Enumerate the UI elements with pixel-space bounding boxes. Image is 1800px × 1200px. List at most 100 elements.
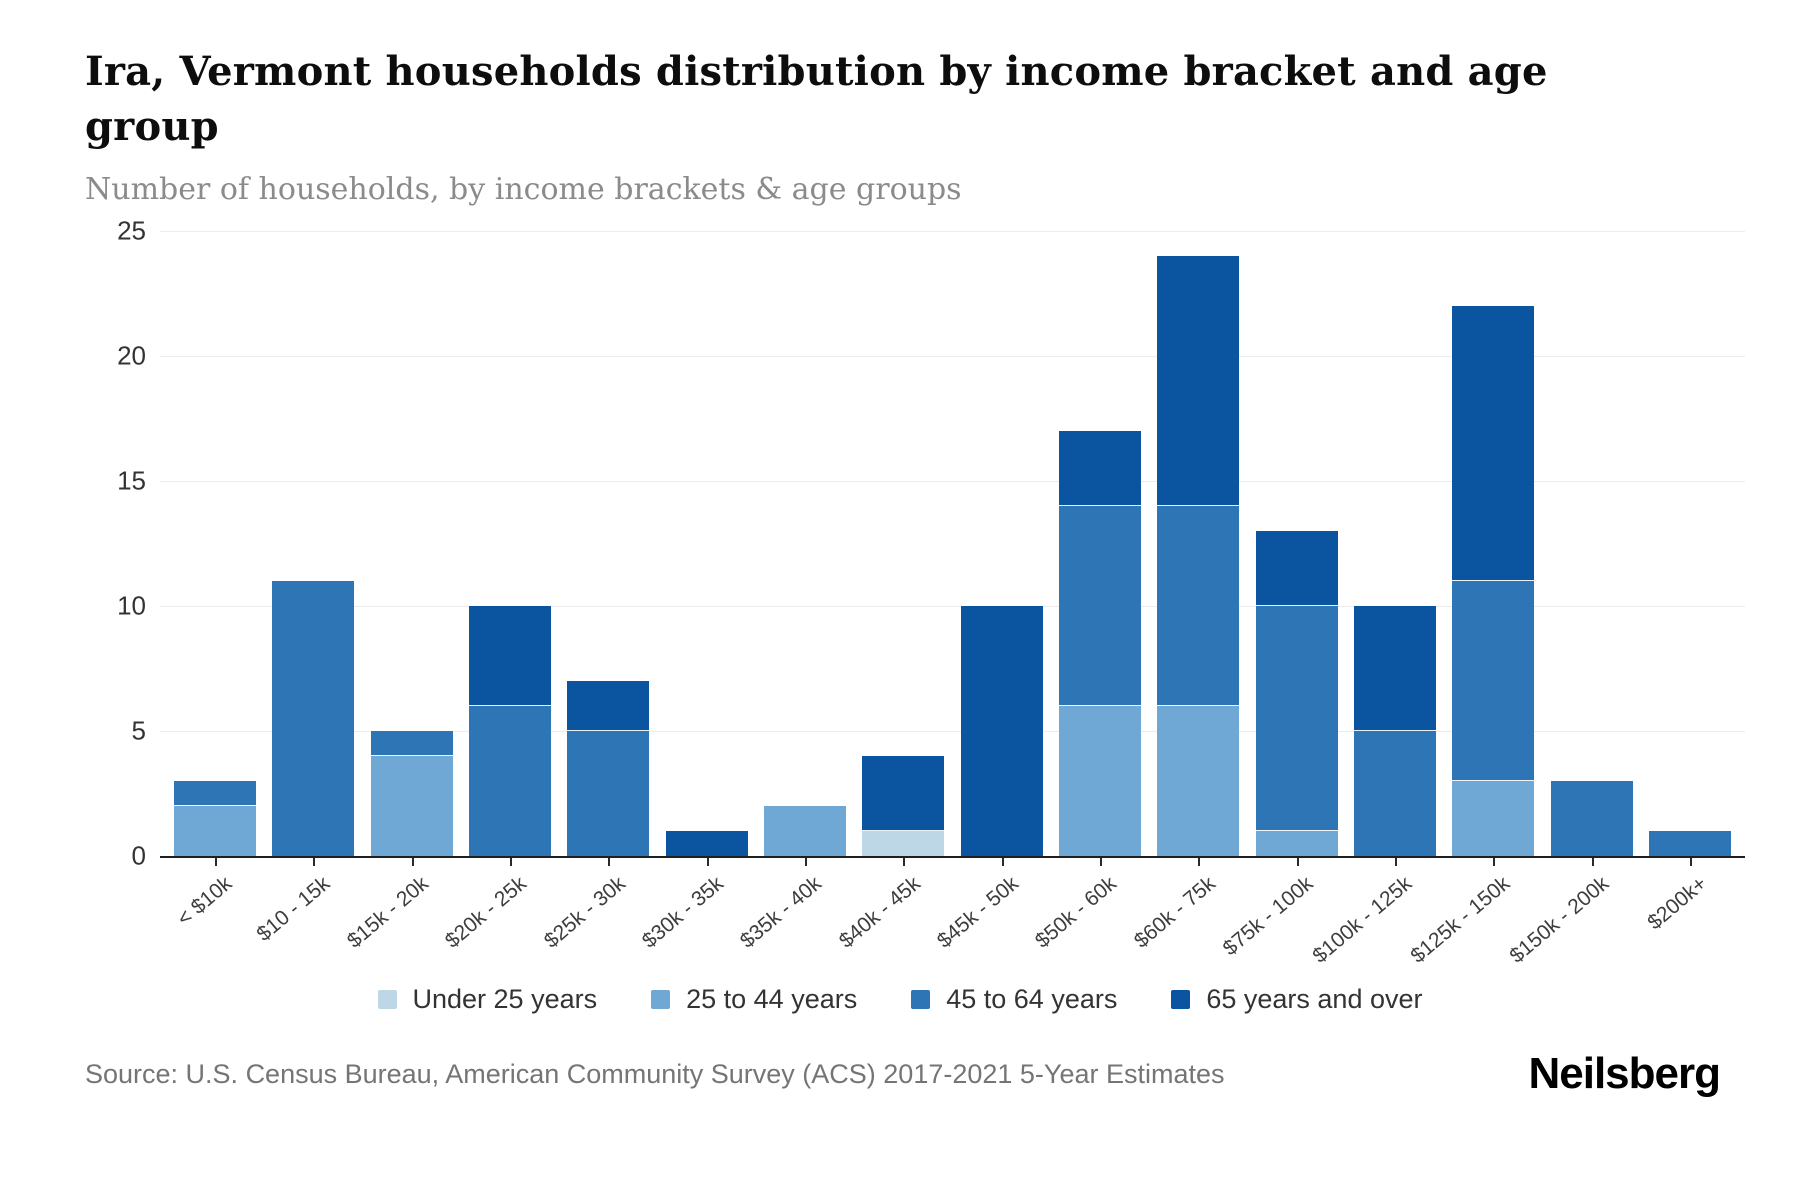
x-axis-tick	[1099, 858, 1102, 867]
x-axis-tick	[1001, 858, 1004, 867]
bar-$35k - 40k: $35k - 40k	[736, 233, 846, 953]
bar-segment	[567, 731, 650, 857]
x-axis-tick	[608, 858, 611, 867]
gridline-y15	[160, 481, 1745, 483]
bar-$10 - 15k: $10 - 15k	[253, 233, 355, 946]
bar-segment	[1157, 256, 1240, 507]
bar-segment	[1255, 831, 1338, 857]
chart-subtitle: Number of households, by income brackets…	[85, 172, 962, 208]
bar-segment	[763, 806, 846, 857]
x-axis-tick-label: $20k - 25k	[441, 872, 532, 954]
x-axis-tick	[313, 858, 316, 867]
chart-footer: Source: U.S. Census Bureau, American Com…	[85, 1049, 1721, 1099]
bar-segment	[1058, 431, 1141, 507]
x-axis-tick	[509, 858, 512, 867]
bar-$60k - 75k: $60k - 75k	[1130, 233, 1240, 953]
bar-segment	[665, 831, 748, 857]
bar-$40k - 45k: $40k - 45k	[835, 233, 945, 953]
bar-segment	[174, 781, 256, 807]
x-axis-tick-label: $10 - 15k	[252, 872, 335, 947]
bar-segment	[1353, 606, 1436, 732]
bars-container: < $10k $10 - 15k $15k - 20k $20k - 25k $25k …	[160, 233, 1745, 968]
bar-segment	[1550, 781, 1633, 857]
gridline-y25	[160, 231, 1745, 233]
gridline-y5	[160, 731, 1745, 733]
x-axis-tick-label: $45k - 50k	[933, 872, 1023, 954]
y-axis-tick-label: 20	[117, 340, 146, 371]
bar-segment	[1157, 706, 1240, 857]
x-axis-tick	[1591, 858, 1594, 867]
bar-segment	[174, 806, 256, 857]
legend-label: Under 25 years	[412, 984, 598, 1015]
legend-item: 25 to 44 years	[651, 984, 857, 1015]
bar-segment	[960, 606, 1043, 857]
chart-header: Ira, Vermont households distribution by …	[0, 0, 1800, 207]
bar-segment	[567, 681, 650, 732]
bar-segment	[1452, 306, 1535, 582]
bar-$200k+: $200k+	[1643, 233, 1731, 935]
bar-$45k - 50k: $45k - 50k	[933, 233, 1043, 953]
bar-segment	[468, 706, 551, 857]
x-axis-tick	[804, 858, 807, 867]
source-text: Source: U.S. Census Bureau, American Com…	[85, 1058, 1225, 1089]
x-axis-tick	[1394, 858, 1397, 867]
x-axis-tick	[215, 858, 217, 867]
y-axis-tick-label: 15	[117, 465, 146, 496]
x-axis-tick	[1493, 858, 1496, 867]
x-axis-tick	[1689, 858, 1692, 867]
bar-$20k - 25k: $20k - 25k	[441, 233, 551, 953]
legend-swatch-icon	[911, 990, 931, 1010]
bar-$125k - 150k: $125k - 150k	[1407, 233, 1535, 968]
legend-swatch-icon	[1171, 990, 1191, 1010]
bar-< $10k: < $10k	[173, 233, 256, 931]
bar-segment	[370, 731, 453, 757]
legend-item: 45 to 64 years	[911, 984, 1117, 1015]
bar-segment	[1157, 506, 1240, 707]
legend-label: 25 to 44 years	[686, 984, 858, 1015]
chart-title: Ira, Vermont households distribution by …	[85, 48, 1548, 151]
legend-label: 65 years and over	[1206, 984, 1423, 1015]
x-axis-tick-label: $30k - 35k	[638, 872, 728, 954]
x-axis-tick-label: $150k - 200k	[1505, 872, 1613, 969]
legend-item: 65 years and over	[1171, 984, 1423, 1015]
y-axis-tick-label: 5	[131, 715, 146, 746]
gridline-y10	[160, 606, 1745, 608]
bar-segment	[1058, 506, 1141, 707]
bar-segment	[1452, 781, 1535, 857]
plot-area: 0 5 10 15 20 25 < $10k $10 - 15k $15k - 20k $20k …	[117, 216, 1745, 968]
legend-swatch-icon	[651, 990, 671, 1010]
x-axis-tick	[411, 858, 414, 867]
bar-$50k - 60k: $50k - 60k	[1031, 233, 1141, 953]
x-axis-tick-label: $15k - 20k	[343, 872, 434, 954]
chart-area: 0 5 10 15 20 25 < $10k $10 - 15k $15k - 20k $20k …	[85, 216, 1745, 978]
chart-legend: Under 25 years 25 to 44 years 45 to 64 yea…	[0, 984, 1800, 1015]
neilsberg-logo: Neilsberg	[1528, 1049, 1721, 1099]
gridline-y20	[160, 356, 1745, 358]
x-axis-tick-label: $100k - 125k	[1308, 872, 1417, 969]
legend-swatch-icon	[377, 990, 397, 1010]
bar-segment	[1452, 581, 1535, 782]
bar-segment	[862, 756, 945, 832]
x-axis-tick	[903, 858, 906, 867]
legend-item: Under 25 years	[377, 984, 598, 1015]
bar-segment	[370, 756, 453, 857]
x-axis-tick-label: $25k - 30k	[539, 872, 630, 954]
x-axis-tick-label: $125k - 150k	[1406, 872, 1515, 969]
x-axis-tick-label: $40k - 45k	[834, 872, 925, 954]
bar-$25k - 30k: $25k - 30k	[540, 233, 650, 953]
bar-segment	[1255, 531, 1338, 607]
x-axis-tick-label: $50k - 60k	[1031, 872, 1122, 954]
bar-$30k - 35k: $30k - 35k	[638, 233, 748, 953]
bar-segment	[272, 581, 355, 857]
bar-segment	[862, 831, 945, 857]
x-axis-tick-label: $35k - 40k	[736, 872, 827, 954]
x-axis-tick	[1296, 858, 1299, 867]
bar-segment	[1058, 706, 1141, 857]
bar-segment	[1648, 831, 1731, 857]
bar-$100k - 125k: $100k - 125k	[1308, 233, 1436, 968]
x-axis-tick	[1198, 858, 1201, 867]
x-axis-tick-label: $60k - 75k	[1129, 872, 1220, 954]
x-axis-tick-label: < $10k	[172, 872, 237, 931]
x-axis-tick	[706, 858, 709, 867]
